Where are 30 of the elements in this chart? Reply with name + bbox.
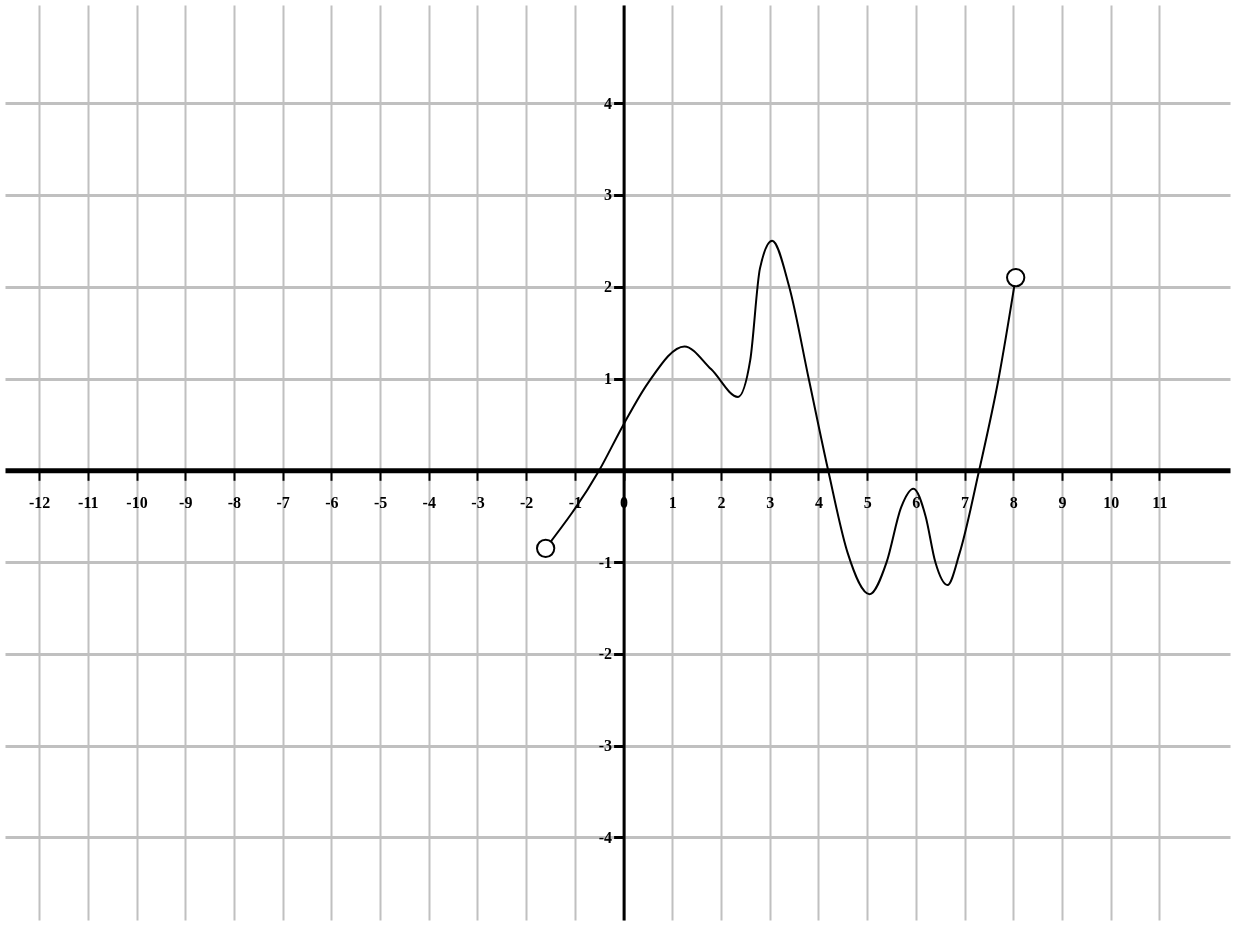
- x-tick-label: -8: [227, 493, 242, 511]
- x-tick-label: 1: [668, 493, 677, 511]
- x-tick-label: 11: [1152, 493, 1168, 511]
- x-tick-label: 2: [717, 493, 726, 511]
- x-tick-label: -6: [325, 493, 339, 511]
- y-tick-label: -3: [598, 737, 613, 755]
- x-tick-label: -2: [520, 493, 534, 511]
- x-tick-label: 4: [814, 493, 823, 511]
- x-tick-label: 9: [1058, 493, 1067, 511]
- x-tick-label: -12: [28, 493, 51, 511]
- y-tick-label: 1: [604, 370, 613, 388]
- x-tick-label: -9: [179, 493, 193, 511]
- x-tick-label: -11: [78, 493, 99, 511]
- y-tick-label: -4: [598, 828, 613, 846]
- x-tick-label: 7: [961, 493, 970, 511]
- x-tick-label: -3: [471, 493, 485, 511]
- x-tick-label: 5: [863, 493, 872, 511]
- y-tick-label: -2: [598, 645, 613, 663]
- x-tick-label: 3: [766, 493, 775, 511]
- x-tick-label: -10: [126, 493, 148, 511]
- x-tick-label: 8: [1009, 493, 1018, 511]
- x-tick-label: -5: [373, 493, 388, 511]
- x-tick-label: 6: [912, 493, 921, 511]
- y-tick-label: 4: [604, 94, 613, 112]
- x-tick-label: -7: [276, 493, 290, 511]
- y-tick-label: 3: [604, 186, 613, 204]
- y-tick-label: 2: [604, 278, 613, 296]
- x-tick-label: -4: [422, 493, 436, 511]
- x-tick-label: 10: [1103, 493, 1120, 511]
- y-tick-label: -1: [598, 553, 613, 571]
